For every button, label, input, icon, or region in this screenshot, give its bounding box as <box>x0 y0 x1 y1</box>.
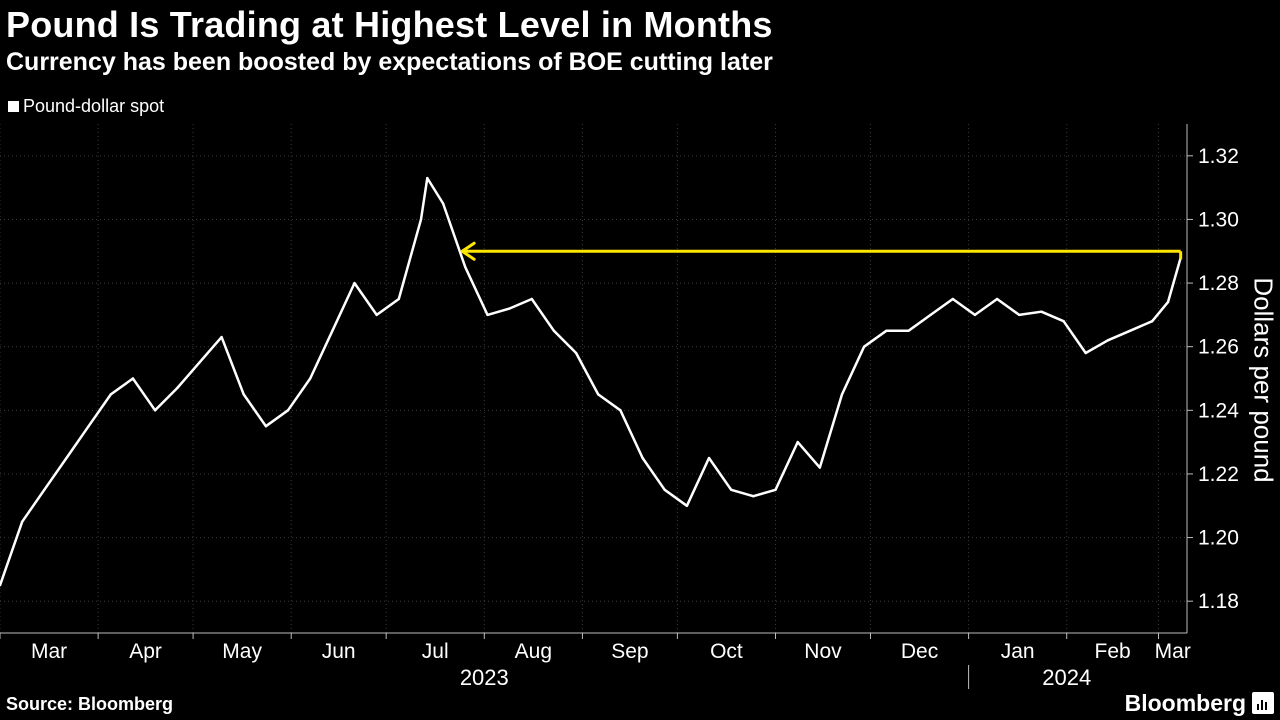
series-point <box>1166 300 1170 304</box>
series-point <box>153 409 157 412</box>
year-label: 2023 <box>460 665 509 690</box>
series-point <box>20 520 24 523</box>
series-point <box>508 307 511 310</box>
series-point <box>774 488 777 492</box>
y-tick-label: 1.20 <box>1198 527 1239 550</box>
x-tick-label: Mar <box>1155 640 1191 663</box>
series-point <box>176 386 179 390</box>
bloomberg-icon <box>1252 692 1274 714</box>
series-point <box>353 281 356 285</box>
x-tick-label: Jul <box>422 640 449 663</box>
series-point <box>707 456 711 460</box>
series-point <box>552 329 556 332</box>
series-point <box>426 176 429 180</box>
series-point <box>862 345 866 348</box>
series-point <box>309 377 312 380</box>
series-point <box>1128 329 1132 332</box>
x-tick-label: Jun <box>322 640 356 663</box>
series-point <box>574 351 578 355</box>
series-point <box>198 361 201 364</box>
x-tick-label: Apr <box>129 640 162 663</box>
series-point <box>796 440 799 444</box>
series-point <box>286 409 290 412</box>
x-tick-label: Sep <box>611 640 648 663</box>
series-point <box>43 488 46 492</box>
series-point <box>375 313 378 317</box>
chart-subtitle: Currency has been boosted by expectation… <box>6 48 773 76</box>
series-point <box>973 313 977 317</box>
series-point <box>486 313 489 317</box>
x-tick-label: Dec <box>901 640 938 663</box>
x-tick-label: Nov <box>804 640 842 663</box>
series-point <box>397 297 401 301</box>
series-point <box>685 504 689 507</box>
y-tick-label: 1.26 <box>1198 336 1239 359</box>
series-point <box>752 495 755 498</box>
series-point <box>1040 310 1043 313</box>
series-point <box>220 335 223 339</box>
series-point <box>597 393 600 396</box>
series-point <box>109 393 112 396</box>
chart-title: Pound Is Trading at Highest Level in Mon… <box>6 4 773 45</box>
y-tick-label: 1.22 <box>1198 463 1239 486</box>
annotation-arrow-head <box>460 241 476 261</box>
series-point <box>419 218 423 221</box>
x-tick-label: Mar <box>31 640 67 663</box>
x-tick-label: Jan <box>1001 640 1035 663</box>
x-tick-label: May <box>222 640 262 663</box>
series-point <box>729 488 733 492</box>
series-point <box>65 456 68 460</box>
series-point <box>1150 320 1154 323</box>
source-note: Source: Bloomberg <box>6 694 174 714</box>
series-point <box>663 488 666 492</box>
series-point <box>530 297 533 301</box>
series-point <box>907 329 910 332</box>
x-tick-label: Feb <box>1095 640 1131 663</box>
legend-swatch <box>8 101 19 112</box>
series-point <box>131 377 135 380</box>
brand-logo: Bloomberg <box>1124 690 1246 716</box>
series-point <box>818 466 822 469</box>
y-tick-label: 1.30 <box>1198 208 1239 231</box>
series-point <box>995 297 999 301</box>
series-point <box>1106 339 1110 342</box>
series-point <box>951 297 954 301</box>
series-point <box>1084 351 1087 355</box>
y-tick-label: 1.32 <box>1198 145 1239 168</box>
series-point <box>1018 313 1021 317</box>
series-point <box>242 393 245 396</box>
x-tick-label: Aug <box>515 640 552 663</box>
series-point <box>619 409 622 412</box>
series-line-pound-dollar <box>0 176 1182 586</box>
series-point <box>929 313 932 317</box>
series-point <box>1062 320 1065 323</box>
y-tick-label: 1.18 <box>1198 590 1239 613</box>
y-tick-label: 1.24 <box>1198 399 1239 422</box>
y-tick-label: 1.28 <box>1198 272 1239 295</box>
legend: Pound-dollar spot <box>8 96 164 117</box>
series-point <box>441 202 445 205</box>
series-point <box>641 456 644 460</box>
year-label: 2024 <box>1042 665 1091 690</box>
legend-label: Pound-dollar spot <box>23 96 165 116</box>
x-tick-label: Oct <box>710 640 743 663</box>
series-point <box>87 425 90 428</box>
series-point <box>331 329 334 332</box>
series-point <box>840 393 844 396</box>
series-point <box>885 329 888 332</box>
y-axis-label: Dollars per pound <box>1248 277 1279 483</box>
series-point <box>464 265 467 269</box>
series-point <box>0 584 2 587</box>
series-point <box>264 425 268 428</box>
